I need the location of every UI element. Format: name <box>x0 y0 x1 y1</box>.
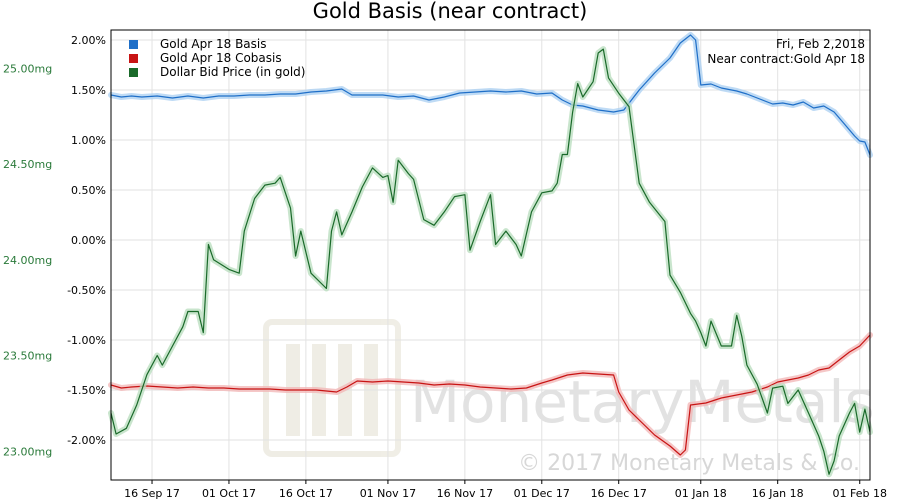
x-tick-label: 16 Jan 18 <box>752 487 804 500</box>
y-left-tick-label: 1.50% <box>71 84 106 97</box>
y-right-tick-label: 25.00mg <box>3 62 52 75</box>
legend-label-2: Dollar Bid Price (in gold) <box>160 65 305 79</box>
y-left-axis: -2.00% -1.50% -1.00% -0.50% 0.00% 0.50% 1.00% 1… <box>67 34 106 447</box>
info-date: Fri, Feb 2,2018 <box>776 37 865 51</box>
x-axis: 16 Sep 17 01 Oct 17 16 Oct 17 01 Nov 17 16 N… <box>124 480 887 500</box>
y-left-tick-label: 1.00% <box>71 134 106 147</box>
y-right-tick-label: 24.00mg <box>3 254 52 267</box>
x-tick-label: 16 Oct 17 <box>279 487 333 500</box>
y-right-tick-label: 23.00mg <box>3 445 52 458</box>
chart-title: Gold Basis (near contract) <box>313 0 588 23</box>
series-line-1 <box>110 334 871 456</box>
legend-swatch-2 <box>129 68 138 77</box>
plot-frame <box>110 29 871 481</box>
x-tick-label: 16 Sep 17 <box>124 487 180 500</box>
watermark: MonetaryMetals © 2017 Monetary Metals & … <box>263 319 875 476</box>
legend-swatch-0 <box>129 40 138 49</box>
watermark-copyright: © 2017 Monetary Metals & Co. <box>518 451 860 476</box>
series-layer <box>108 32 873 478</box>
x-tick-label: 01 Dec 17 <box>514 487 570 500</box>
y-left-tick-label: -0.50% <box>67 284 106 297</box>
legend-label-1: Gold Apr 18 Cobasis <box>160 51 282 65</box>
x-tick-label: 01 Oct 17 <box>202 487 256 500</box>
x-tick-label: 16 Nov 17 <box>437 487 493 500</box>
y-left-tick-label: 2.00% <box>71 34 106 47</box>
legend-swatch-1 <box>129 54 138 63</box>
y-left-tick-label: -1.50% <box>67 384 106 397</box>
series-line-0 <box>110 34 871 156</box>
y-left-tick-label: 0.00% <box>71 234 106 247</box>
x-tick-label: 01 Feb 18 <box>833 487 887 500</box>
y-left-tick-label: -2.00% <box>67 434 106 447</box>
series-line-2 <box>110 48 871 475</box>
y-right-tick-label: 23.50mg <box>3 350 52 363</box>
y-right-axis: 23.00mg 23.50mg 24.00mg 24.50mg 25.00mg <box>3 62 52 458</box>
y-left-tick-label: -1.00% <box>67 334 106 347</box>
y-left-tick-label: 0.50% <box>71 184 106 197</box>
y-right-tick-label: 24.50mg <box>3 158 52 171</box>
legend-label-0: Gold Apr 18 Basis <box>160 37 267 51</box>
x-tick-label: 01 Nov 17 <box>360 487 416 500</box>
x-tick-label: 16 Dec 17 <box>591 487 647 500</box>
x-tick-label: 01 Jan 18 <box>675 487 727 500</box>
info-contract: Near contract:Gold Apr 18 <box>707 52 865 66</box>
